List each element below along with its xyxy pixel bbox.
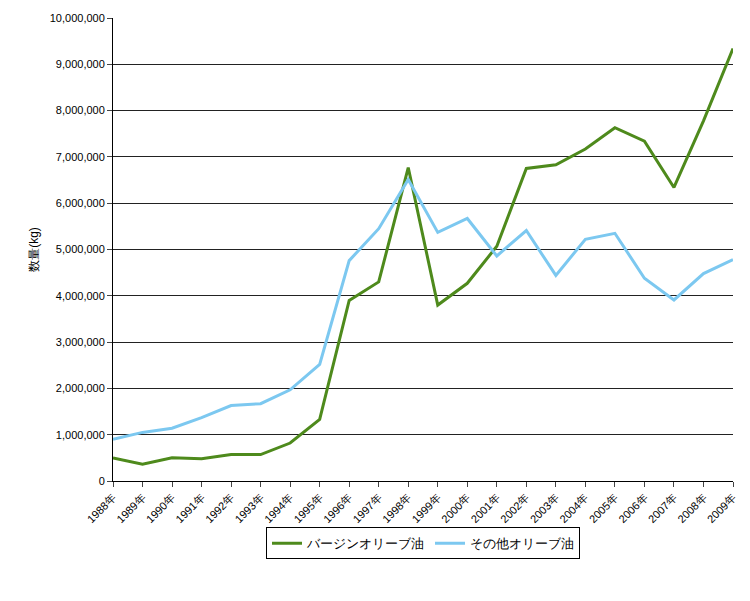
svg-text:バージンオリーブ油: バージンオリーブ油 <box>306 536 424 551</box>
svg-text:4,000,000: 4,000,000 <box>56 290 105 302</box>
svg-text:数量(kg): 数量(kg) <box>27 227 41 272</box>
svg-text:6,000,000: 6,000,000 <box>56 197 105 209</box>
svg-text:1990年: 1990年 <box>144 492 178 526</box>
svg-text:2004年: 2004年 <box>557 492 591 526</box>
svg-text:1996年: 1996年 <box>321 492 355 526</box>
svg-text:0: 0 <box>99 475 105 487</box>
svg-text:2006年: 2006年 <box>616 492 650 526</box>
svg-text:その他オリーブ油: その他オリーブ油 <box>470 536 574 551</box>
svg-text:1999年: 1999年 <box>409 492 443 526</box>
svg-text:2,000,000: 2,000,000 <box>56 382 105 394</box>
svg-text:1989年: 1989年 <box>114 492 148 526</box>
svg-text:5,000,000: 5,000,000 <box>56 243 105 255</box>
svg-text:1,000,000: 1,000,000 <box>56 429 105 441</box>
svg-text:2002年: 2002年 <box>498 492 532 526</box>
svg-text:1993年: 1993年 <box>232 492 266 526</box>
svg-text:1995年: 1995年 <box>291 492 325 526</box>
svg-text:2007年: 2007年 <box>646 492 680 526</box>
svg-text:10,000,000: 10,000,000 <box>50 12 105 24</box>
svg-text:2003年: 2003年 <box>528 492 562 526</box>
svg-text:1988年: 1988年 <box>85 492 119 526</box>
svg-text:2001年: 2001年 <box>469 492 503 526</box>
svg-text:1998年: 1998年 <box>380 492 414 526</box>
svg-text:1992年: 1992年 <box>203 492 237 526</box>
svg-text:2009年: 2009年 <box>705 492 739 526</box>
svg-text:3,000,000: 3,000,000 <box>56 336 105 348</box>
svg-text:2008年: 2008年 <box>675 492 709 526</box>
svg-text:7,000,000: 7,000,000 <box>56 151 105 163</box>
svg-text:9,000,000: 9,000,000 <box>56 58 105 70</box>
svg-text:2005年: 2005年 <box>587 492 621 526</box>
svg-text:1994年: 1994年 <box>262 492 296 526</box>
svg-text:2000年: 2000年 <box>439 492 473 526</box>
svg-text:1991年: 1991年 <box>173 492 207 526</box>
svg-text:8,000,000: 8,000,000 <box>56 104 105 116</box>
svg-text:1997年: 1997年 <box>350 492 384 526</box>
